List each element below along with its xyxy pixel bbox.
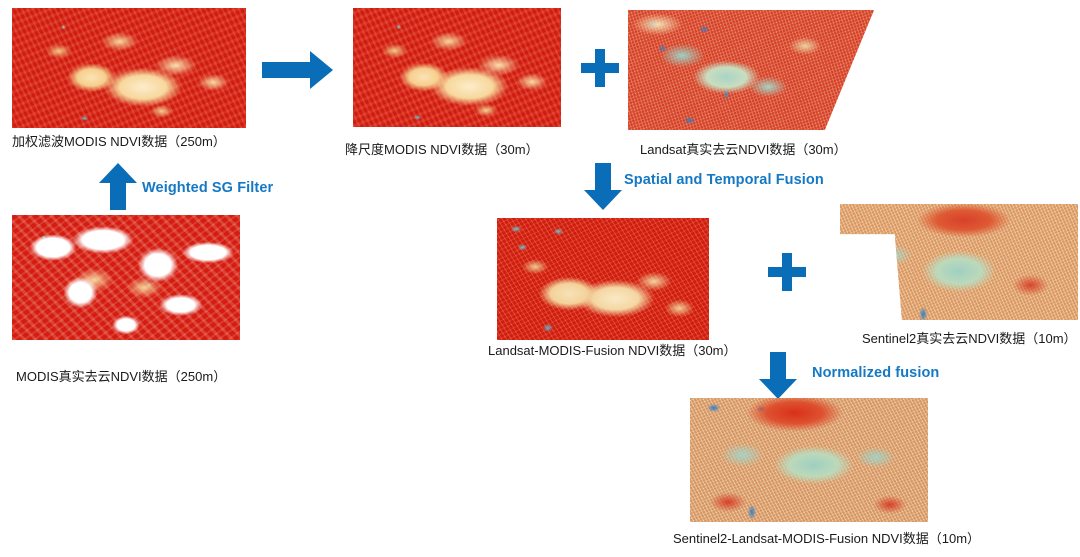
caption-landsat-modis-fusion: Landsat-MODIS-Fusion NDVI数据（30m） (488, 343, 737, 358)
operator-plus-landsat (581, 49, 619, 87)
arrow-right-downscale (262, 50, 334, 90)
panel-landsat (628, 10, 874, 130)
panel-landsat-modis-fusion (497, 218, 709, 340)
caption-landsat: Landsat真实去云NDVI数据（30m） (640, 142, 847, 157)
arrow-down-spatial-temporal-fusion (583, 163, 623, 211)
arrow-down-normalized-fusion (758, 352, 798, 400)
caption-sentinel2: Sentinel2真实去云NDVI数据（10m） (862, 331, 1077, 346)
ndvi-raster-landsat (628, 10, 874, 130)
operator-plus-sentinel (768, 253, 806, 291)
arrow-down-icon (759, 352, 797, 399)
plus-icon (768, 253, 806, 291)
panel-sentinel2 (840, 204, 1078, 320)
panel-sentinel2-landsat-modis-fusion (690, 398, 928, 522)
ndvi-raster-sentinel2 (840, 204, 1078, 320)
ndvi-raster-final-fusion (690, 398, 928, 522)
step-label-weighted-sg-filter: Weighted SG Filter (142, 180, 274, 196)
plus-icon (581, 49, 619, 87)
arrow-up-weighted-sg-filter (98, 162, 138, 210)
caption-modis-raw: MODIS真实去云NDVI数据（250m） (16, 369, 227, 384)
arrow-down-icon (584, 163, 622, 210)
arrow-up-icon (99, 163, 137, 210)
caption-modis-filtered: 加权滤波MODIS NDVI数据（250m） (12, 134, 226, 149)
step-label-spatial-temporal-fusion: Spatial and Temporal Fusion (624, 172, 824, 188)
step-label-normalized-fusion: Normalized fusion (812, 365, 940, 381)
panel-modis-raw (12, 215, 240, 340)
ndvi-raster-modis-raw (12, 215, 240, 340)
ndvi-raster-landsat-modis-fusion (497, 218, 709, 340)
caption-sentinel2-landsat-modis-fusion: Sentinel2-Landsat-MODIS-Fusion NDVI数据（10… (673, 531, 981, 546)
ndvi-raster-modis-downscaled (353, 8, 561, 127)
panel-modis-downscaled (353, 8, 561, 127)
ndvi-raster-modis-filtered (12, 8, 246, 128)
caption-modis-downscaled: 降尺度MODIS NDVI数据（30m） (345, 142, 539, 157)
arrow-right-icon (262, 51, 333, 89)
panel-modis-filtered (12, 8, 246, 128)
